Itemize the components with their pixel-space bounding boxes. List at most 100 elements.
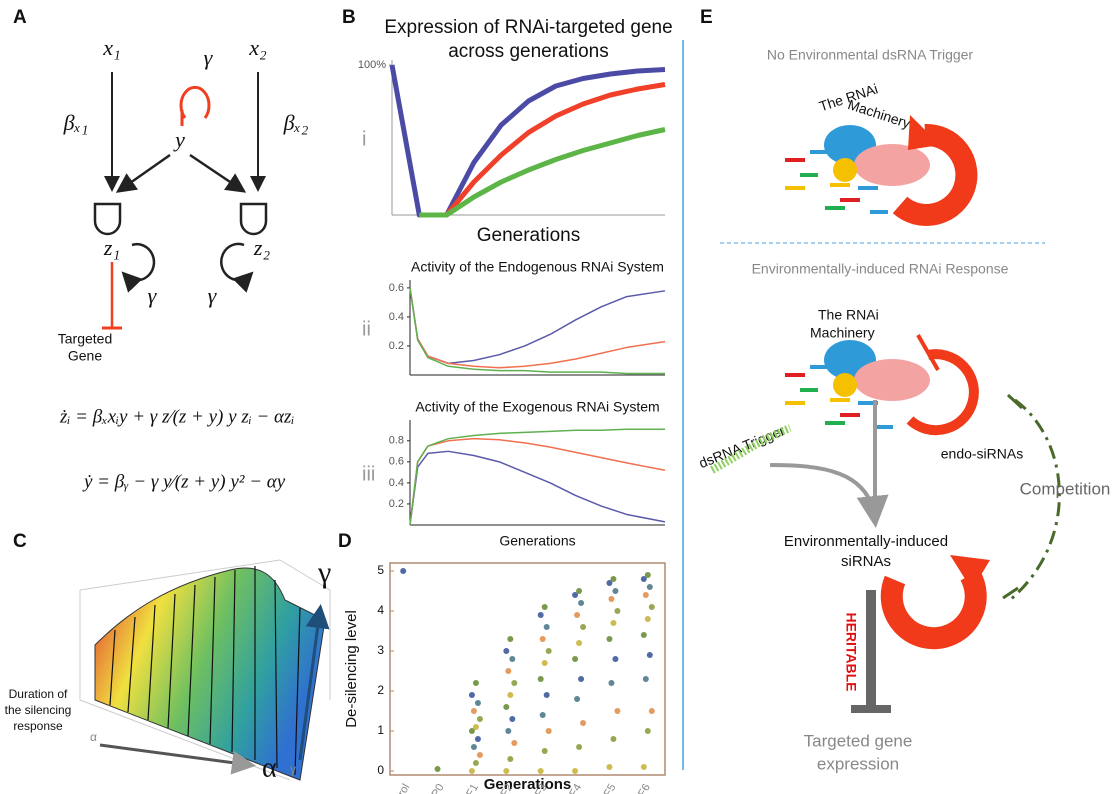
line xyxy=(409,287,666,369)
point xyxy=(648,604,655,610)
tick-label: α xyxy=(90,730,97,744)
label: Targeted gene xyxy=(804,731,913,750)
point xyxy=(606,764,613,770)
y-tick-label: 0 xyxy=(377,763,384,777)
dsrna xyxy=(710,424,792,474)
y-tick-label: 0.4 xyxy=(389,311,404,323)
plot-frame xyxy=(389,562,666,776)
point xyxy=(474,700,481,706)
point xyxy=(608,596,615,602)
node: x₁ xyxy=(102,35,120,60)
point xyxy=(648,708,655,714)
x-tick-label: F6 xyxy=(636,782,653,794)
point xyxy=(608,680,615,686)
axis-title: γ xyxy=(317,556,331,589)
label: Targeted xyxy=(58,331,112,347)
point xyxy=(472,680,479,686)
point xyxy=(541,660,548,666)
label: endo-siRNAs xyxy=(941,446,1023,462)
y-tick-label: 0.6 xyxy=(389,282,404,294)
rate: γ xyxy=(208,283,218,308)
point xyxy=(503,648,510,654)
point xyxy=(644,728,651,734)
axis-title: Duration of xyxy=(9,687,68,701)
point xyxy=(574,612,581,618)
axis-title: the silencing xyxy=(5,703,72,717)
rate: βₓ₁ xyxy=(63,110,89,135)
point xyxy=(537,676,544,682)
line xyxy=(409,287,666,365)
point xyxy=(537,612,544,618)
point xyxy=(505,668,512,674)
point xyxy=(642,592,649,598)
point xyxy=(545,648,552,654)
y-tick-label: 0.2 xyxy=(389,498,404,510)
label: expression xyxy=(817,754,899,773)
point xyxy=(503,768,510,774)
label: The RNAi xyxy=(818,307,879,323)
point xyxy=(606,580,613,586)
rate: γ xyxy=(148,283,158,308)
point xyxy=(576,640,583,646)
rate: γ xyxy=(204,45,214,70)
point xyxy=(640,576,647,582)
machinery xyxy=(785,115,978,226)
point xyxy=(610,620,617,626)
equation: żᵢ = βₓxᵢy + γ z⁄(z + y) y zᵢ − αzᵢ xyxy=(59,406,294,427)
node: z₁ xyxy=(103,235,120,260)
y-tick-label: 1 xyxy=(377,723,384,737)
point xyxy=(470,708,477,714)
tick-label: γ xyxy=(290,762,296,776)
point xyxy=(507,756,514,762)
point xyxy=(476,716,483,722)
panel-label: A xyxy=(13,7,27,28)
loop xyxy=(950,555,990,590)
panel-c: Duration of the silencing response α γ α… xyxy=(5,556,332,784)
loop xyxy=(220,242,254,293)
axis-box xyxy=(79,559,331,781)
panel-numeral: iii xyxy=(362,463,375,485)
point xyxy=(612,656,619,662)
node: z₂ xyxy=(253,235,271,260)
contours xyxy=(109,566,301,776)
point xyxy=(578,600,585,606)
point xyxy=(576,588,583,594)
point xyxy=(507,636,514,642)
loop xyxy=(121,243,156,293)
axis-title: α xyxy=(262,752,277,783)
y-tick-label: 2 xyxy=(377,683,384,697)
y-tick-label: 5 xyxy=(377,563,384,577)
arrow xyxy=(99,743,256,775)
gate xyxy=(239,202,268,236)
panel-label: E xyxy=(700,7,713,28)
arrow xyxy=(769,400,875,520)
repression xyxy=(866,590,876,705)
surface xyxy=(94,567,326,781)
loop xyxy=(880,569,987,650)
panel-label: B xyxy=(342,7,356,28)
point xyxy=(642,676,649,682)
point xyxy=(610,736,617,742)
x-axis-title: Generations xyxy=(477,225,581,246)
line xyxy=(409,287,665,375)
point xyxy=(606,636,613,642)
point xyxy=(470,744,477,750)
y-tick-label: 0.2 xyxy=(389,340,404,352)
y-tick-label: 3 xyxy=(377,643,384,657)
panel-label: C xyxy=(13,531,27,552)
label: Gene xyxy=(68,348,102,364)
point xyxy=(511,740,518,746)
point xyxy=(644,616,651,622)
point xyxy=(572,592,579,598)
line xyxy=(419,127,666,218)
arrow xyxy=(115,153,171,193)
point xyxy=(539,636,546,642)
chart-title: Activity of the Exogenous RNAi System xyxy=(415,399,659,415)
point xyxy=(541,748,548,754)
line xyxy=(409,428,665,526)
point xyxy=(576,744,583,750)
point xyxy=(505,728,512,734)
label: siRNAs xyxy=(841,553,891,570)
point xyxy=(580,720,587,726)
